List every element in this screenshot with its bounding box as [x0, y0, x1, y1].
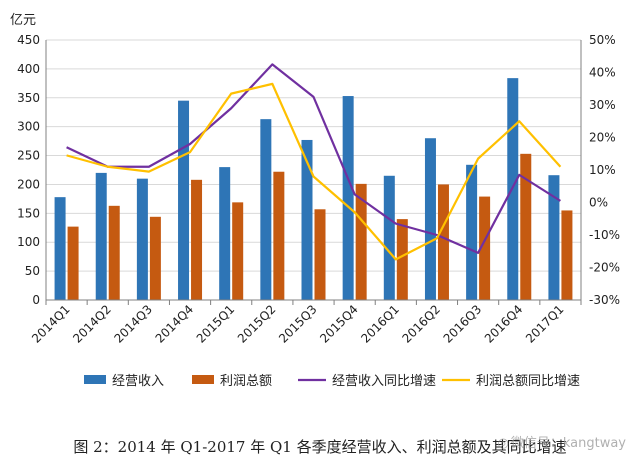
bar: [232, 202, 244, 300]
x-tick-label: 2015Q3: [276, 302, 320, 346]
y-right-tick-label: 40%: [589, 66, 616, 80]
y-left-tick-label: 100: [17, 235, 40, 249]
bar: [520, 153, 532, 300]
y-left-tick-label: 200: [17, 177, 40, 191]
x-tick-label: 2016Q1: [358, 302, 402, 346]
x-tick-label: 2014Q3: [111, 302, 155, 346]
bar: [260, 119, 272, 301]
legend-swatch: [84, 375, 106, 384]
figure-caption: 图 2：2014 年 Q1-2017 年 Q1 各季度经营收入、利润总额及其同比…: [73, 438, 567, 456]
y-right-tick-label: -20%: [589, 261, 620, 275]
bar: [561, 210, 573, 300]
bar: [396, 219, 408, 300]
bar: [108, 205, 120, 300]
bar: [548, 175, 560, 300]
y-right-tick-label: 50%: [589, 33, 616, 47]
bar: [479, 196, 491, 300]
bar: [191, 179, 203, 300]
legend-label: 利润总额同比增速: [476, 374, 580, 389]
x-tick-label: 2016Q3: [441, 302, 485, 346]
bar: [95, 172, 107, 300]
chart: 亿元 0 50 100 150 200 250 300 350 400 450 -30% -20% -10…: [10, 13, 620, 389]
x-tick-label: 2015Q2: [235, 302, 279, 346]
y-left-tick-label: 50: [25, 264, 40, 278]
lines: [66, 63, 562, 261]
legend-label: 利润总额: [220, 374, 272, 389]
legend-label: 经营收入: [112, 374, 164, 389]
series-line: [66, 82, 562, 261]
x-tick-label: 2016Q2: [400, 302, 444, 346]
bar: [149, 216, 161, 300]
x-tick-label: 2014Q1: [29, 302, 73, 346]
legend: 经营收入 利润总额 经营收入同比增速 利润总额同比增速: [84, 374, 580, 389]
legend-swatch: [192, 375, 214, 384]
x-tick-label: 2015Q1: [194, 302, 238, 346]
y-left-tick-label: 350: [17, 91, 40, 105]
y-left-tick-label: 250: [17, 149, 40, 163]
bar: [219, 167, 231, 300]
legend-label: 经营收入同比增速: [332, 374, 436, 389]
bar: [355, 183, 367, 300]
x-tick-label: 2017Q1: [523, 302, 567, 346]
y-left-tick-label: 150: [17, 206, 40, 220]
bar: [437, 184, 449, 300]
bar: [383, 175, 395, 300]
bar: [54, 197, 66, 300]
y-right-tick-label: 0%: [589, 196, 608, 210]
x-tick-label: 2014Q4: [153, 302, 197, 346]
bar: [178, 100, 190, 301]
series-line: [66, 63, 562, 254]
bars: [54, 78, 573, 301]
y-axis-unit: 亿元: [10, 13, 36, 28]
bar: [424, 138, 436, 300]
y-left-tick-label: 450: [17, 33, 40, 47]
y-left-tick-label: 300: [17, 120, 40, 134]
y-right-tick-label: 30%: [589, 98, 616, 112]
bar: [342, 96, 354, 301]
y-right-tick-label: -10%: [589, 228, 620, 242]
y-right-tick-label: 10%: [589, 163, 616, 177]
gridlines: [46, 39, 581, 272]
watermark-text: 微信号：kangtway: [510, 436, 626, 451]
x-tick-label: 2016Q4: [482, 302, 526, 346]
wechat-icon: ◎: [497, 436, 509, 451]
y-right-tick-label: -30%: [589, 293, 620, 307]
y-left-tick-label: 0: [32, 293, 40, 307]
bar: [136, 178, 148, 300]
bar: [273, 171, 285, 300]
watermark: ◎ 微信号：kangtway: [498, 432, 627, 451]
bar: [466, 164, 478, 300]
bar: [67, 226, 79, 300]
x-tick-label: 2015Q4: [317, 302, 361, 346]
y-right-tick-label: 20%: [589, 131, 616, 145]
y-left-tick-label: 400: [17, 62, 40, 76]
bar: [301, 139, 313, 300]
x-tick-label: 2014Q2: [70, 302, 114, 346]
bar: [314, 209, 326, 300]
